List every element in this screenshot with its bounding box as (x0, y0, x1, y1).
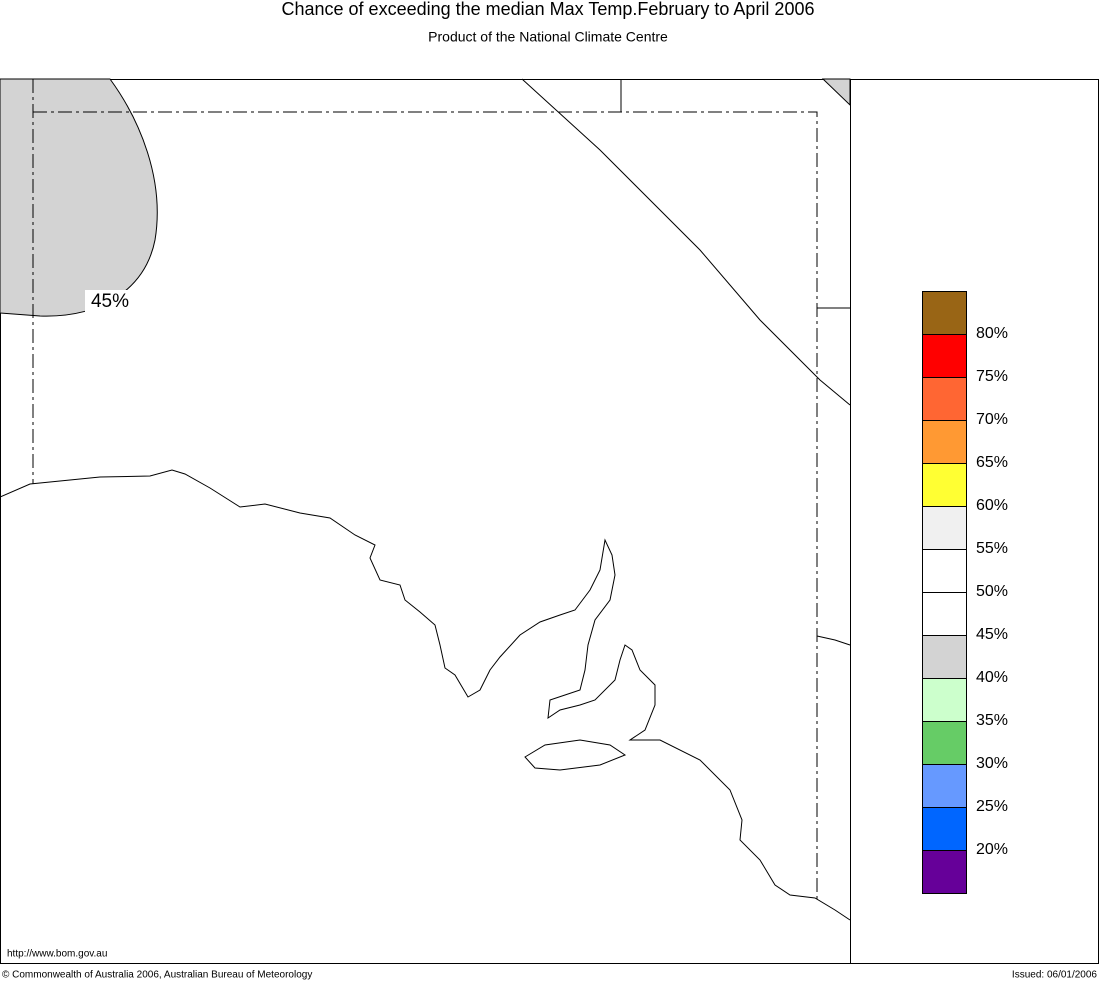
url: http://www.bom.gov.au (7, 949, 107, 960)
contour-label: 45% (91, 291, 129, 312)
legend-swatch (922, 678, 967, 722)
legend: 80% 75% 70% 65% 60% 55% 50% 45% 40% 35% 30% 25% 20% (922, 291, 1008, 894)
lines (0, 78, 851, 921)
legend-label: 40% (976, 669, 1008, 686)
legend-swatch (922, 420, 967, 464)
legend-swatch (922, 334, 967, 378)
legend-swatch (922, 463, 967, 507)
legend-label: 50% (976, 583, 1008, 600)
legend-label: 45% (976, 626, 1008, 643)
legend-swatch (922, 377, 967, 421)
legend-label: 35% (976, 712, 1008, 729)
legend-swatch (922, 850, 967, 894)
legend-swatch (922, 549, 967, 593)
legend-label: 80% (976, 325, 1008, 342)
legend-label: 25% (976, 798, 1008, 815)
subtitle: Product of the National Climate Centre (428, 29, 668, 45)
kangaroo-island (524, 739, 627, 771)
title: Chance of exceeding the median Max Temp.… (282, 0, 815, 19)
state-borders (32, 79, 818, 900)
legend-label: 55% (976, 540, 1008, 557)
legend-swatch (922, 635, 967, 679)
legend-label: 65% (976, 454, 1008, 471)
legend-label: 20% (976, 841, 1008, 858)
legend-swatch (922, 592, 967, 636)
legend-swatch (922, 721, 967, 765)
legend-label: 30% (976, 755, 1008, 772)
label-bg (85, 290, 133, 314)
legend-panel (850, 79, 1099, 964)
legend-label: 75% (976, 368, 1008, 385)
legend-swatch (922, 291, 967, 335)
legend-swatch (922, 506, 967, 550)
coastline (0, 469, 851, 921)
copyright: © Commonwealth of Australia 2006, Austra… (2, 970, 312, 981)
map: 45% http://www.bom.gov.au (0, 78, 851, 964)
region-45 (0, 78, 158, 317)
legend-swatch (922, 807, 967, 851)
issued: Issued: 06/01/2006 (1012, 970, 1098, 981)
legend-label: 60% (976, 497, 1008, 514)
legend-swatch (922, 764, 967, 808)
legend-label: 70% (976, 411, 1008, 428)
